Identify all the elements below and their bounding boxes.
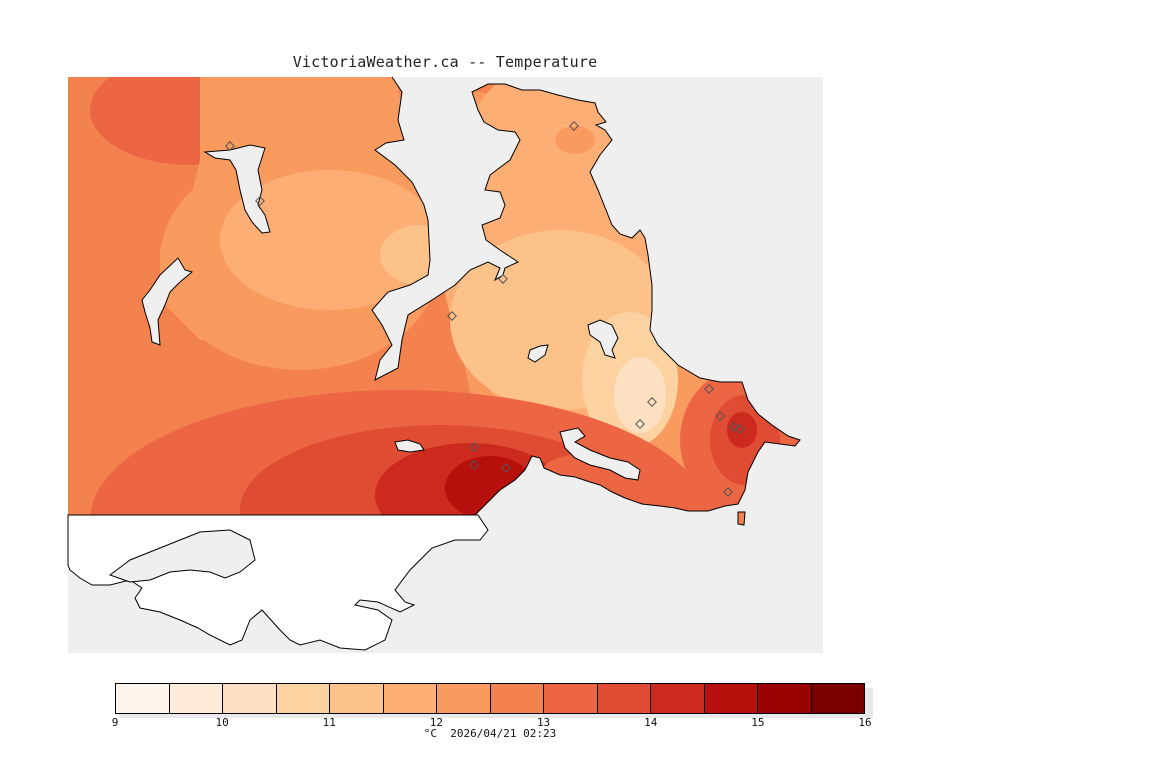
colorbar-tick-label: 15 <box>751 716 765 729</box>
interior-lake-2 <box>527 344 549 363</box>
station-marker[interactable] <box>723 487 733 497</box>
harbour-inlet <box>559 427 641 481</box>
station-marker[interactable] <box>704 384 714 394</box>
station-marker[interactable] <box>635 419 645 429</box>
colorbar-bin <box>116 684 170 713</box>
colorbar-tick-label: 10 <box>215 716 229 729</box>
station-marker[interactable] <box>735 424 745 434</box>
colorbar-bin <box>811 684 864 713</box>
colorbar-tick-label: 14 <box>644 716 658 729</box>
station-marker[interactable] <box>647 397 657 407</box>
colorbar-bin <box>276 684 330 713</box>
colorbar-tick-label: 13 <box>536 716 551 729</box>
map-title: VictoriaWeather.ca -- Temperature <box>292 53 598 71</box>
coastline <box>371 76 801 516</box>
colorbar-bin <box>169 684 223 713</box>
colorbar-caption: °C 2026/04/21 02:23 <box>423 727 557 740</box>
station-marker[interactable] <box>469 460 479 470</box>
colorbar-bin <box>597 684 651 713</box>
west-inlet <box>203 144 271 234</box>
station-marker[interactable] <box>225 141 235 151</box>
colorbar-bin <box>758 684 812 713</box>
colorbar-bin <box>437 684 491 713</box>
interior-lake-1 <box>587 319 619 359</box>
colorbar-tick-label: 11 <box>322 716 336 729</box>
colorbar-bin <box>330 684 384 713</box>
colorbar-bin <box>223 684 277 713</box>
colorbar-tick-label: 9 <box>111 716 119 729</box>
station-marker[interactable] <box>498 274 508 284</box>
weather-stations <box>225 121 745 497</box>
colorbar-bin <box>490 684 544 713</box>
colorbar-tick-label: 16 <box>858 716 872 729</box>
station-marker[interactable] <box>469 442 479 452</box>
colorbar-tick-label: 12 <box>429 716 444 729</box>
colorbar-bin <box>651 684 705 713</box>
colorbar-bin <box>704 684 758 713</box>
west-lake <box>141 257 194 346</box>
station-marker[interactable] <box>569 121 579 131</box>
temperature-colorbar <box>115 683 865 714</box>
station-marker[interactable] <box>255 196 265 206</box>
station-marker[interactable] <box>501 463 511 473</box>
station-marker[interactable] <box>715 411 725 421</box>
colorbar-ticks: 9 10 11 12 13 14 15 16 <box>111 716 872 730</box>
small-island-se <box>737 511 746 526</box>
colorbar-bin <box>383 684 437 713</box>
station-marker[interactable] <box>447 311 457 321</box>
colorbar-bin <box>544 684 598 713</box>
offshore-island <box>394 439 425 453</box>
south-inlet <box>108 529 256 583</box>
